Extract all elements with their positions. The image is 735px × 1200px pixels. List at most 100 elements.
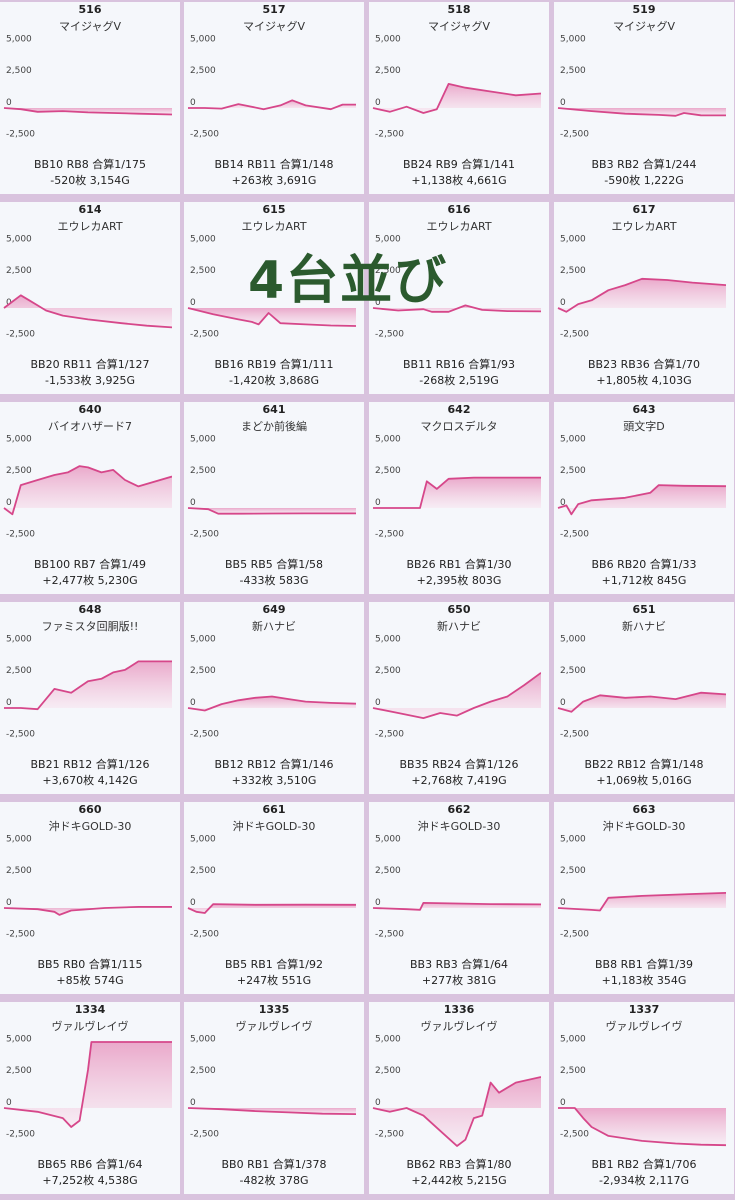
series-line [372,902,541,911]
machine-card-519[interactable]: 519 マイジャグV 5,000 2,500 0 -2,500 BB3 RB2 合算1/24… [554,2,734,194]
y-tick-label: 2,500 [190,1066,216,1076]
y-tick-label: 2,500 [375,466,401,476]
machine-number: 648 [78,603,102,616]
series-line [373,476,541,509]
slump-graph: 5,000 2,500 0 -2,500 [187,435,356,540]
y-tick-label: 0 [375,1098,381,1108]
machine-card-517[interactable]: 517 マイジャグV 5,000 2,500 0 -2,500 BB14 RB11 合算1/… [184,2,364,194]
bonus-stats: BB11 RB16 合算1/93 [403,358,515,371]
diff-games-stats: +7,252枚 4,538G [42,1174,138,1187]
series-line [557,691,726,713]
machine-name: マイジャグV [59,20,121,33]
series-line [3,294,172,329]
machine-number: 614 [78,203,102,216]
machine-number: 663 [632,803,656,816]
machine-card-1336[interactable]: 1336 ヴァルヴレイヴ 5,000 2,500 0 -2,500 BB62 RB3 合算1… [369,1002,549,1194]
slump-graph: 5,000 2,500 0 -2,500 [557,835,726,940]
y-tick-label: 5,000 [375,1035,401,1045]
overlay-title: 4台並び [248,251,449,311]
machine-card-660[interactable]: 660 沖ドキGOLD-30 5,000 2,500 0 -2,500 BB5 RB0 合算… [0,802,180,994]
series-line [372,83,541,114]
bonus-stats: BB10 RB8 合算1/175 [34,158,146,171]
diff-games-stats: -520枚 3,154G [50,174,130,187]
diff-games-stats: +2,477枚 5,230G [42,574,138,587]
machine-card-650[interactable]: 650 新ハナビ 5,000 2,500 0 -2,500 BB35 RB24 合算1/12… [369,602,549,794]
machine-number: 518 [447,3,471,16]
machine-number: 640 [78,403,102,416]
machine-card-614[interactable]: 614 エウレカART 5,000 2,500 0 -2,500 BB20 RB11 合算1… [0,202,180,394]
machine-card-1335[interactable]: 1335 ヴァルヴレイヴ 5,000 2,500 0 -2,500 BB0 RB1 合算1/… [184,1002,364,1194]
machine-card-662[interactable]: 662 沖ドキGOLD-30 5,000 2,500 0 -2,500 BB3 RB3 合算… [369,802,549,994]
y-tick-label: 0 [190,298,196,308]
slump-graph: 5,000 2,500 0 -2,500 [372,835,541,940]
slump-graph: 5,000 2,500 0 -2,500 [557,635,726,740]
y-tick-label: 2,500 [375,666,401,676]
y-tick-label: -2,500 [560,330,589,340]
series-area [4,906,172,915]
series-line [558,1107,726,1147]
machine-card-643[interactable]: 643 頭文字D 5,000 2,500 0 -2,500 BB6 RB20 合算1/33 +… [554,402,734,594]
machine-card-642[interactable]: 642 マクロスデルタ 5,000 2,500 0 -2,500 BB26 RB1 合算1/… [369,402,549,594]
machine-card-1337[interactable]: 1337 ヴァルヴレイヴ 5,000 2,500 0 -2,500 BB1 RB2 合算1/… [554,1002,734,1194]
slump-graph: 5,000 2,500 0 -2,500 [3,435,172,540]
machine-card-651[interactable]: 651 新ハナビ 5,000 2,500 0 -2,500 BB22 RB12 合算1/14… [554,602,734,794]
bonus-stats: BB14 RB11 合算1/148 [214,158,334,171]
y-tick-label: 2,500 [560,1066,586,1076]
y-tick-label: 5,000 [190,35,216,45]
series-area [188,508,356,514]
machine-number: 516 [78,3,102,16]
machine-card-516[interactable]: 516 マイジャグV 5,000 2,500 0 -2,500 BB10 RB8 合算1/1… [0,2,180,194]
y-tick-label: 2,500 [6,1066,32,1076]
slump-graph: 5,000 2,500 0 -2,500 [372,635,541,740]
diff-games-stats: +1,805枚 4,103G [596,374,692,387]
machine-number: 643 [632,403,656,416]
machine-name: マイジャグV [428,20,490,33]
y-tick-label: 0 [6,298,12,308]
diff-games-stats: +1,712枚 845G [601,574,687,587]
y-tick-label: -2,500 [6,330,35,340]
y-tick-label: 0 [190,698,196,708]
machine-name: ファミスタ回胴版!! [41,620,139,633]
machine-card-641[interactable]: 641 まどか前後編 5,000 2,500 0 -2,500 BB5 RB5 合算1/58… [184,402,364,594]
y-tick-label: 2,500 [190,666,216,676]
machine-card-661[interactable]: 661 沖ドキGOLD-30 5,000 2,500 0 -2,500 BB5 RB1 合算… [184,802,364,994]
diff-games-stats: -268枚 2,519G [419,374,499,387]
y-tick-label: -2,500 [375,330,404,340]
machine-name: まどか前後編 [241,420,307,433]
machine-card-648[interactable]: 648 ファミスタ回胴版!! 5,000 2,500 0 -2,500 BB21 RB12 … [0,602,180,794]
series-line [557,892,726,912]
slump-graph: 5,000 2,500 0 -2,500 [3,835,172,940]
machine-number: 519 [632,3,656,16]
series-line [187,1107,356,1115]
machine-card-663[interactable]: 663 沖ドキGOLD-30 5,000 2,500 0 -2,500 BB8 RB1 合算… [554,802,734,994]
machine-card-615[interactable]: 615 エウレカART 5,000 2,500 0 -2,500 BB16 RB19 合算1… [184,202,364,394]
diff-games-stats: +2,442枚 5,215G [411,1174,507,1187]
y-tick-label: 2,500 [6,66,32,76]
bonus-stats: BB12 RB12 合算1/146 [214,758,334,771]
machine-card-617[interactable]: 617 エウレカART 5,000 2,500 0 -2,500 BB23 RB36 合算1… [554,202,734,394]
series-line [3,906,172,916]
machine-card-518[interactable]: 518 マイジャグV 5,000 2,500 0 -2,500 BB24 RB9 合算1/1… [369,2,549,194]
y-tick-label: 5,000 [190,1035,216,1045]
y-tick-label: 5,000 [190,235,216,245]
y-tick-label: 0 [6,698,12,708]
machine-card-640[interactable]: 640 バイオハザード7 5,000 2,500 0 -2,500 BB100 RB7 合算… [0,402,180,594]
y-tick-label: -2,500 [190,530,219,540]
machine-card-616[interactable]: 616 エウレカART 5,000 2,500 0 -2,500 BB11 RB16 合算1… [369,202,549,394]
bonus-stats: BB65 RB6 合算1/64 [37,1158,143,1171]
series-line [187,307,356,327]
bonus-stats: BB62 RB3 合算1/80 [406,1158,512,1171]
series-line [3,107,172,116]
machine-card-1334[interactable]: 1334 ヴァルヴレイヴ 5,000 2,500 0 -2,500 BB65 RB6 合算1… [0,1002,180,1194]
y-tick-label: -2,500 [560,130,589,140]
machine-card-649[interactable]: 649 新ハナビ 5,000 2,500 0 -2,500 BB12 RB12 合算1/14… [184,602,364,794]
machine-number: 1337 [628,1003,660,1016]
series-line [188,99,356,111]
y-tick-label: -2,500 [375,130,404,140]
machine-name: 頭文字D [623,420,665,433]
y-tick-label: 0 [6,498,12,508]
y-tick-label: 5,000 [560,835,586,845]
y-tick-label: 0 [375,898,381,908]
bonus-stats: BB1 RB2 合算1/706 [591,1158,697,1171]
bonus-stats: BB3 RB3 合算1/64 [410,958,508,971]
